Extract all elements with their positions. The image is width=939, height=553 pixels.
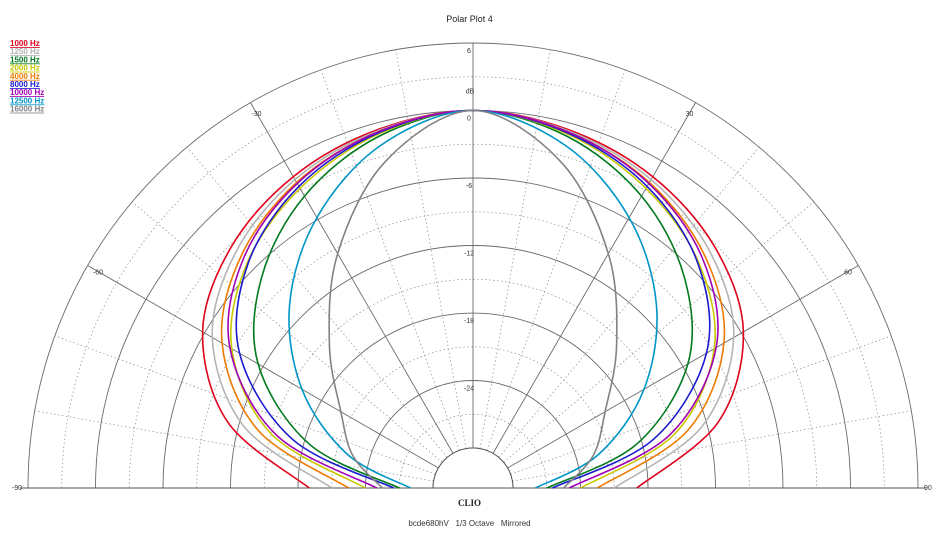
angle-tick-label: 90 [924, 485, 932, 492]
radial-tick-label: 0 [467, 116, 471, 123]
radial-tick-label: -18 [464, 318, 474, 325]
grid-ring-minor [331, 346, 615, 489]
brand-logo: CLIO [458, 498, 481, 508]
grid-spoke-minor [498, 146, 760, 458]
angle-tick-label: -90 [12, 485, 22, 492]
grid-spoke-minor [479, 49, 551, 449]
grid-spoke-minor [186, 146, 448, 458]
legend-entry: 2000 Hz [10, 64, 40, 73]
grid-spoke-minor [510, 335, 892, 475]
grid-spoke-major [492, 102, 696, 454]
grid-spoke-minor [131, 201, 443, 463]
legend-entry: 1250 Hz [10, 47, 40, 56]
series-line [328, 109, 618, 489]
legend-entry: 8000 Hz [10, 80, 40, 89]
angle-tick-label: 30 [686, 111, 694, 118]
series-curves [201, 109, 745, 489]
grid-ring-minor [263, 278, 683, 489]
grid-spoke-minor [512, 410, 912, 482]
angle-tick-label: 60 [844, 270, 852, 277]
angle-tick-label: -30 [251, 111, 261, 118]
grid-spoke-minor [34, 410, 434, 482]
grid-ring-minor [398, 413, 548, 489]
radial-unit-label: dB [466, 89, 475, 96]
grid-spoke-major [507, 265, 859, 469]
legend-entry: 1500 Hz [10, 55, 40, 64]
grid-spoke-major [87, 265, 439, 469]
grid-ring-minor [61, 76, 885, 489]
legend-entry: 16000 Hz [10, 105, 44, 114]
footer-caption: bcde680hV 1/3 Octave Mirrored [408, 519, 530, 528]
radial-tick-label: -6 [466, 183, 472, 190]
legend-entry: 4000 Hz [10, 72, 40, 81]
legend-entry: 10000 Hz [10, 88, 44, 97]
radial-tick-label: -24 [464, 386, 474, 393]
legend-entry: 1000 Hz [10, 39, 40, 48]
radial-tick-label: 6 [467, 48, 471, 55]
grid-spoke-minor [395, 49, 467, 449]
grid-spoke-minor [503, 201, 815, 463]
chart-title: Polar Plot 4 [446, 14, 493, 24]
grid-spoke-major [250, 102, 454, 454]
angle-tick-label: -60 [93, 270, 103, 277]
grid-spoke-minor [486, 69, 626, 451]
grid-spoke-minor [320, 69, 460, 451]
legend-entry: 12500 Hz [10, 96, 44, 105]
radial-tick-label: -12 [464, 251, 474, 258]
center-hub [432, 447, 514, 489]
grid-spoke-minor [54, 335, 436, 475]
